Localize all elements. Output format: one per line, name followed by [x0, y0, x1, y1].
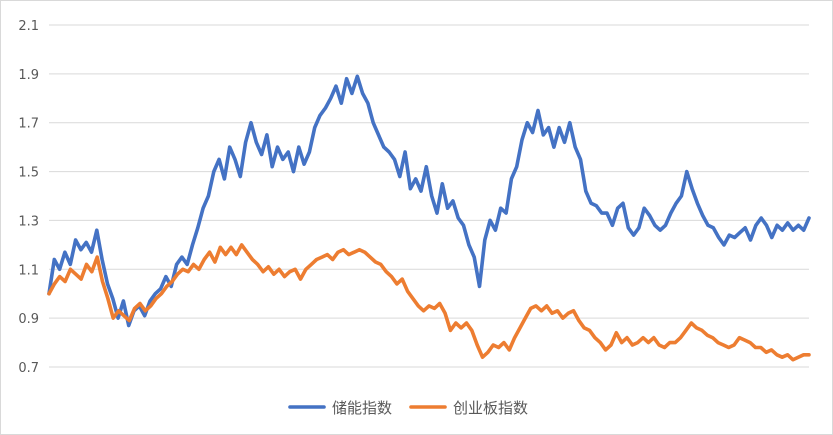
series-line-0 [47, 74, 811, 328]
series-lines [47, 74, 811, 362]
legend-label-1: 创业板指数 [453, 399, 528, 417]
series-line-1 [47, 243, 811, 362]
y-tick-label: 1.9 [18, 68, 39, 83]
y-tick-label: 1.1 [18, 263, 39, 278]
y-tick-label: 1.5 [18, 166, 39, 181]
y-tick-label: 1.3 [18, 214, 39, 229]
y-axis-tick-labels: 0.7 0.9 1.1 1.3 1.5 1.7 1.9 2.1 [18, 19, 39, 376]
legend: 储能指数 创业板指数 [288, 399, 528, 417]
legend-label-0: 储能指数 [332, 399, 392, 417]
y-tick-label: 0.9 [18, 312, 39, 327]
y-tick-label: 0.7 [18, 361, 39, 376]
y-tick-label: 1.7 [18, 117, 39, 132]
y-tick-label: 2.1 [18, 19, 39, 34]
